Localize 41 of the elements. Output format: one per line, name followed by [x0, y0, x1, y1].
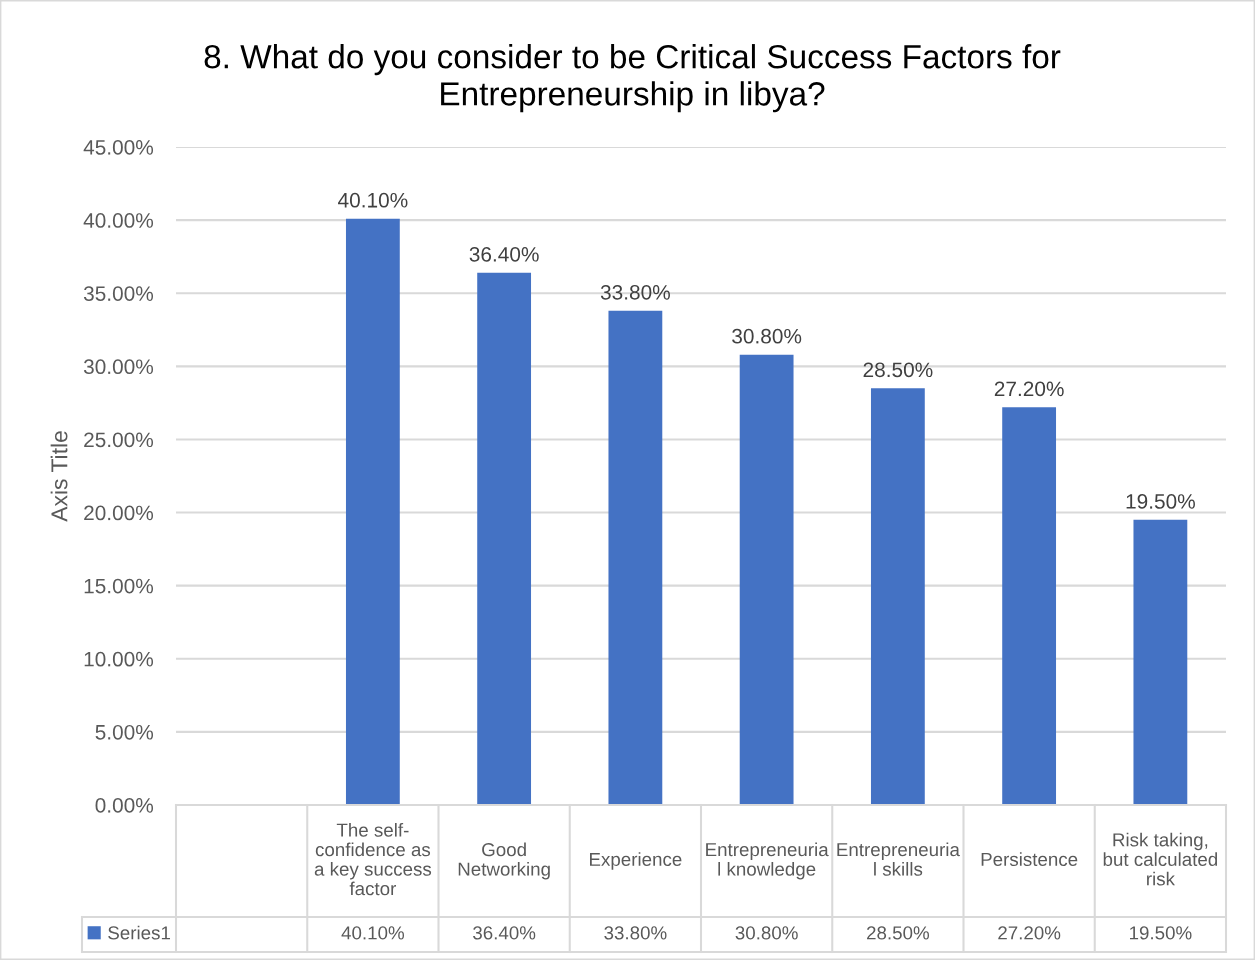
legend-label: Series1 [108, 925, 170, 940]
data-label: 30.80% [735, 926, 798, 940]
bar [870, 388, 925, 805]
y-tick-label: 45.00% [83, 140, 154, 155]
y-tick-label: 15.00% [84, 578, 154, 594]
x-tick-label: Experience [590, 852, 682, 870]
y-tick-label: 40.00% [83, 213, 154, 228]
y-tick-label: 10.00% [84, 651, 154, 667]
y-tick-label: 20.00% [84, 505, 154, 521]
text: 28.50% [863, 362, 933, 378]
bar [1133, 519, 1188, 805]
x-tick-label: Entrepreneuria l knowledge [706, 842, 829, 880]
y-tick-label: 25.00% [84, 432, 154, 448]
data-label: 28.50% [867, 926, 930, 940]
bar [1002, 407, 1057, 805]
x-tick-label: Risk taking, but calculated risk [1103, 832, 1218, 886]
y-tick-label: 30.00% [83, 359, 154, 375]
text: 30.80% [732, 328, 802, 344]
y-tick-label: 0.00% [95, 798, 154, 813]
x-tick-label: Entrepreneuria l skills [837, 842, 960, 876]
x-tick-label: Good Networking [458, 842, 550, 880]
y-tick-label: 35.00% [83, 286, 154, 301]
text: 36.40% [469, 246, 539, 262]
text: 27.20% [994, 381, 1064, 397]
text: 19.50% [1126, 494, 1195, 509]
x-tick-label: The self- confidence as a key success factor [314, 822, 432, 896]
bar [608, 310, 663, 805]
bar [345, 218, 400, 805]
data-label: 36.40% [473, 926, 536, 940]
y-axis-title: Axis Title [50, 431, 68, 522]
y-tick-label: 5.00% [95, 724, 154, 740]
data-label: 40.10% [341, 926, 405, 940]
chart-title: 8. What do you consider to be Critical Success Factors for Entrepreneurship in libya? [204, 44, 1061, 113]
data-label: 27.20% [998, 926, 1061, 940]
data-label: 33.80% [604, 926, 667, 940]
text: 40.10% [338, 192, 408, 208]
bar [739, 354, 794, 805]
text: 33.80% [600, 284, 670, 300]
bar [477, 272, 532, 805]
data-label: 19.50% [1130, 926, 1192, 940]
x-tick-label: Persistence [981, 852, 1078, 867]
